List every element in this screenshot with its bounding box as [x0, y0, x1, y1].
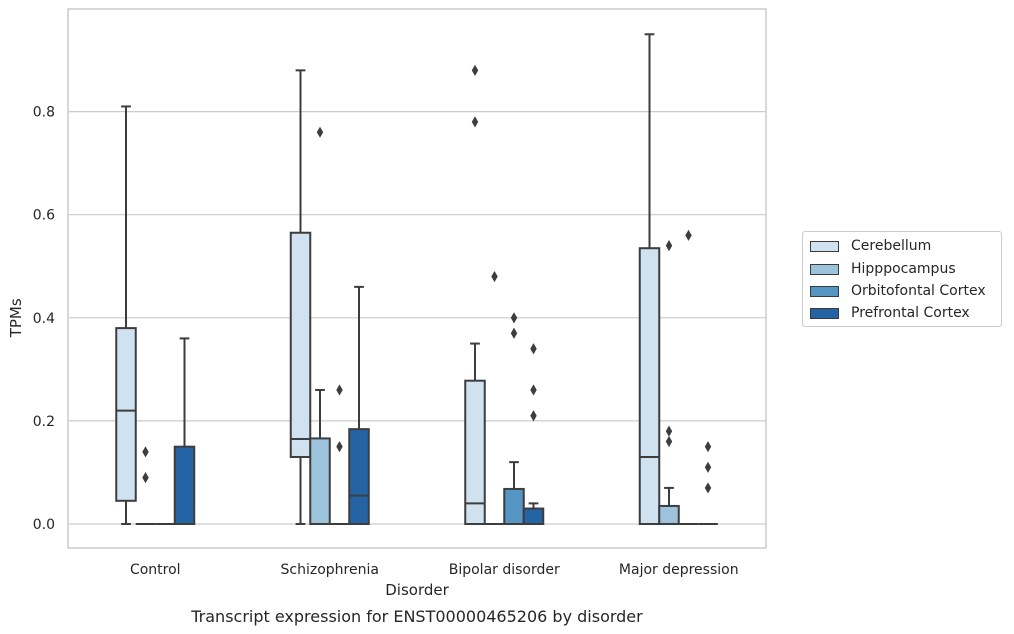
x-tick-label: Bipolar disorder: [449, 562, 560, 578]
legend-label-orbitofrontal: Orbitofontal Cortex: [851, 283, 986, 299]
box: [638, 247, 661, 526]
outlier-point: [142, 472, 149, 484]
y-tick-label: 0.2: [33, 414, 55, 430]
outlier-point: [685, 229, 692, 241]
outlier-point: [704, 441, 712, 453]
box: [348, 428, 370, 526]
outlier-point: [471, 64, 479, 76]
outlier-point: [704, 482, 712, 494]
outlier-point: [471, 116, 479, 128]
outlier-point: [530, 410, 537, 422]
legend-item-orbitofrontal: Orbitofontal Cortex: [810, 282, 986, 300]
box: [289, 231, 312, 458]
outlier-point: [142, 446, 149, 458]
outlier-point: [530, 384, 537, 396]
box: [115, 327, 137, 502]
outlier-point: [336, 441, 343, 453]
y-tick-label: 0.8: [33, 105, 55, 121]
box: [309, 437, 331, 525]
outlier-point: [510, 312, 518, 324]
figure-caption: Transcript expression for ENST0000046520…: [191, 607, 643, 626]
x-tick-label: Major depression: [619, 562, 739, 578]
legend-label-cerebellum: Cerebellum: [851, 238, 932, 254]
outlier-point: [665, 240, 673, 252]
legend: Cerebellum Hipppocampus Orbitofontal Cor…: [802, 231, 1002, 327]
outlier-point: [336, 384, 343, 396]
y-tick-label: 0.0: [33, 517, 55, 533]
outlier-point: [530, 343, 537, 355]
y-tick-label: 0.6: [33, 208, 55, 224]
outlier-point: [510, 327, 518, 339]
y-tick-label: 0.4: [33, 311, 55, 327]
box: [173, 445, 196, 525]
legend-swatch-hippocampus: [810, 263, 839, 275]
legend-swatch-orbitofrontal: [810, 285, 839, 297]
outlier-point: [491, 270, 498, 283]
x-axis-label: Disorder: [385, 581, 449, 599]
y-axis-label: TPMs: [7, 298, 25, 338]
legend-swatch-cerebellum: [810, 240, 839, 252]
x-tick-label: Schizophrenia: [281, 562, 379, 578]
legend-swatch-prefrontal: [810, 307, 839, 319]
x-tick-label: Control: [130, 562, 181, 578]
legend-label-prefrontal: Prefrontal Cortex: [851, 305, 970, 321]
outlier-point: [665, 435, 673, 448]
box: [522, 507, 545, 526]
outlier-point: [665, 425, 673, 437]
plot-frame: [67, 8, 767, 549]
box: [503, 487, 525, 526]
legend-item-hippocampus: Hipppocampus: [810, 260, 956, 278]
legend-label-hippocampus: Hipppocampus: [851, 261, 956, 277]
legend-item-cerebellum: Cerebellum: [810, 237, 931, 255]
box: [464, 379, 486, 526]
box: [658, 504, 680, 525]
legend-item-prefrontal: Prefrontal Cortex: [810, 304, 970, 322]
outlier-point: [704, 461, 712, 473]
outlier-point: [316, 126, 324, 138]
